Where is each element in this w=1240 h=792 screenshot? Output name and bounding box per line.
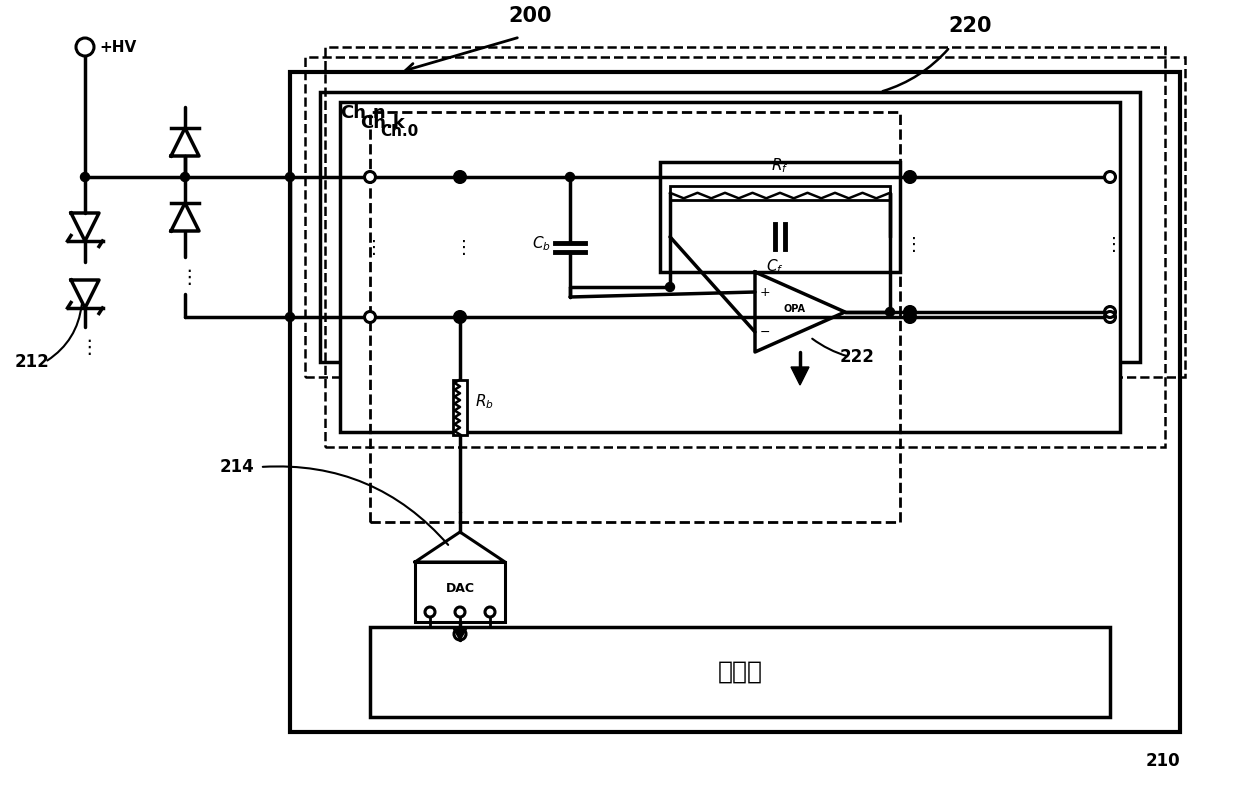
Circle shape (285, 173, 295, 181)
Bar (660, 162, 900, 272)
Circle shape (81, 173, 89, 181)
Text: 200: 200 (508, 6, 552, 26)
Text: OPA: OPA (784, 304, 806, 314)
Text: $\vdots$: $\vdots$ (179, 267, 191, 287)
Text: −: − (760, 326, 770, 338)
Circle shape (454, 628, 466, 640)
Circle shape (455, 173, 465, 181)
Bar (325, 47, 1166, 447)
Polygon shape (755, 272, 844, 352)
Circle shape (455, 607, 465, 617)
Bar (370, 627, 1110, 717)
Circle shape (1105, 172, 1116, 182)
Text: $\vdots$: $\vdots$ (454, 238, 466, 257)
Text: $C_f$: $C_f$ (766, 257, 784, 276)
Text: $\vdots$: $\vdots$ (1104, 235, 1116, 254)
Text: DAC: DAC (445, 582, 475, 596)
Bar (320, 92, 1140, 362)
Text: $\vdots$: $\vdots$ (78, 337, 92, 357)
Text: $C_b$: $C_b$ (532, 234, 551, 253)
Text: $\vdots$: $\vdots$ (904, 305, 916, 324)
Polygon shape (415, 532, 505, 562)
Text: 220: 220 (949, 16, 992, 36)
Polygon shape (171, 128, 198, 156)
Polygon shape (71, 280, 99, 308)
Circle shape (1105, 311, 1116, 322)
Text: $\vdots$: $\vdots$ (904, 235, 916, 254)
Bar (670, 186, 890, 200)
Text: $R_b$: $R_b$ (475, 393, 494, 411)
Circle shape (425, 607, 435, 617)
Circle shape (455, 172, 465, 182)
Circle shape (455, 311, 465, 322)
Circle shape (1105, 307, 1116, 318)
Circle shape (365, 172, 376, 182)
Text: 222: 222 (839, 348, 875, 366)
Circle shape (181, 173, 190, 181)
Text: $\vdots$: $\vdots$ (1104, 305, 1116, 324)
Text: +: + (760, 285, 770, 299)
Text: 214: 214 (219, 458, 254, 476)
Text: $\vdots$: $\vdots$ (365, 238, 376, 257)
Circle shape (365, 311, 376, 322)
Text: +HV: +HV (99, 40, 136, 55)
Text: 控制器: 控制器 (718, 660, 763, 684)
Polygon shape (171, 203, 198, 231)
Bar (290, 72, 1180, 732)
Text: 210: 210 (1146, 752, 1180, 770)
Bar (453, 379, 467, 435)
Text: Ch.0: Ch.0 (379, 124, 418, 139)
Circle shape (905, 173, 914, 181)
Text: Ch.n: Ch.n (340, 104, 386, 122)
Circle shape (485, 607, 495, 617)
Text: Ch.k: Ch.k (360, 114, 405, 132)
Circle shape (905, 307, 914, 317)
Circle shape (885, 307, 894, 317)
Circle shape (905, 313, 914, 322)
Circle shape (904, 307, 915, 318)
Circle shape (455, 313, 465, 322)
Polygon shape (453, 628, 467, 640)
Bar (305, 57, 1185, 377)
Circle shape (904, 311, 915, 322)
Circle shape (904, 172, 915, 182)
Polygon shape (791, 367, 808, 385)
Text: 212: 212 (15, 353, 50, 371)
Circle shape (565, 173, 574, 181)
Circle shape (666, 283, 675, 291)
Circle shape (285, 313, 295, 322)
Bar (370, 112, 900, 522)
Polygon shape (71, 213, 99, 241)
Text: $R_f$: $R_f$ (771, 156, 789, 175)
Bar (415, 562, 505, 622)
Circle shape (76, 38, 94, 56)
Bar (340, 102, 1120, 432)
